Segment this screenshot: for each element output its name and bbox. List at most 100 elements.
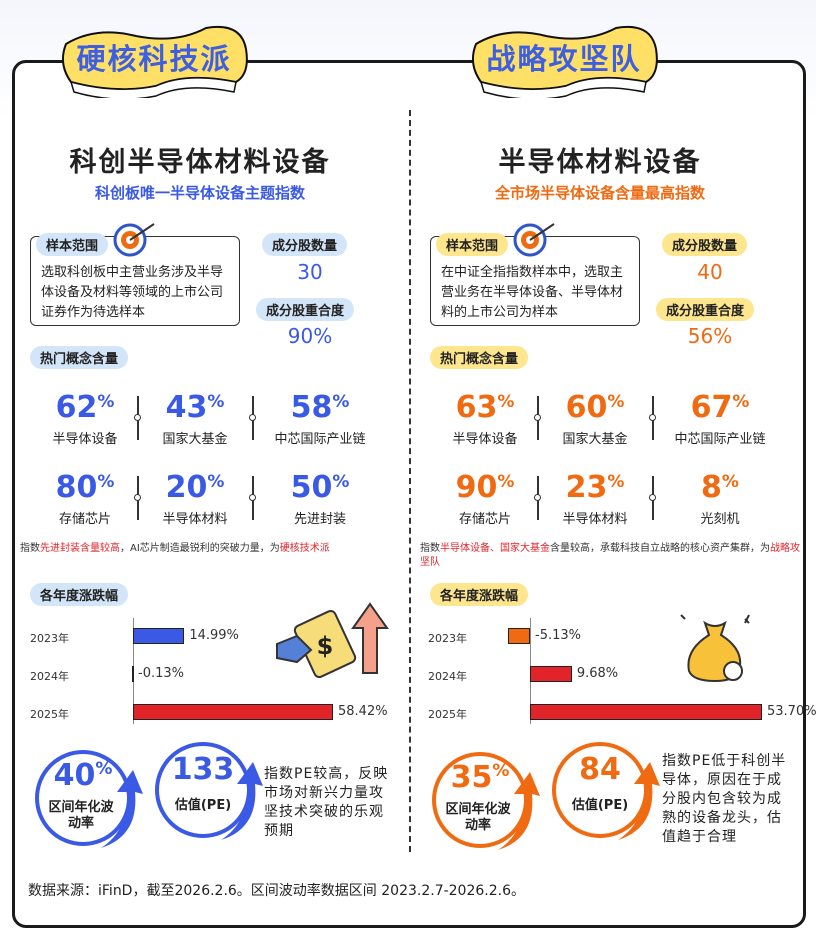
- pe-arrow-icon: [618, 762, 660, 840]
- concept-note: 指数半导体设备、国家大基金含量较高，承载科技自立战略的核心资产集群，为战略攻坚队: [420, 542, 800, 570]
- concept-value: 58%: [290, 390, 350, 425]
- pe-value: 84: [579, 752, 621, 787]
- concept-value: 90%: [455, 470, 515, 505]
- concept-value: 23%: [565, 470, 625, 505]
- return-value: -0.13%: [138, 666, 184, 681]
- panel-left: 科创半导体材料设备 科创板唯一半导体设备主题指数 选取科创板中主营业务涉及半导体…: [0, 0, 400, 942]
- constituent-overlap-label: 成分股重合度: [656, 298, 755, 321]
- separator-dot: [249, 414, 256, 421]
- concept-label: 光刻机: [700, 512, 740, 527]
- hot-concepts-label: 热门概念含量: [30, 346, 129, 369]
- pe-arrow-icon: [221, 762, 263, 840]
- sample-scope-text: 在中证全指指数样本中，选取主营业务在半导体设备、半导体材料的上市公司为样本: [441, 265, 624, 320]
- pe-description: 指数PE低于科创半导体，原因在于成分股内包含较为成熟的设备龙头，估值趋于合理: [662, 753, 787, 845]
- banner-shape-icon: [471, 26, 658, 98]
- index-subtitle: 全市场半导体设备含量最高指数: [494, 184, 705, 202]
- panel-right: 半导体材料设备 全市场半导体设备含量最高指数 在中证全指指数样本中，选取主营业务…: [400, 0, 816, 942]
- return-year: 2024年: [30, 670, 69, 683]
- target-icon: [513, 223, 555, 257]
- return-value: 9.68%: [576, 666, 619, 681]
- note-segment: 半导体设备、国家大基金: [440, 543, 550, 554]
- note-segment: 先进封装含量较高: [40, 543, 120, 554]
- concept-value: 62%: [55, 390, 115, 425]
- index-title: 科创半导体材料设备: [69, 147, 331, 178]
- index-title: 半导体材料设备: [498, 147, 702, 178]
- annual-returns-label: 各年度涨跌幅: [430, 583, 529, 606]
- sample-scope-tag: 样本范围: [436, 233, 509, 256]
- banner-left: 硬核科技派: [56, 14, 252, 98]
- data-source-footer: 数据来源：iFinD，截至2026.2.6。区间波动率数据区间 2023.2.7…: [28, 883, 525, 899]
- constituent-count-label: 成分股数量: [662, 233, 748, 256]
- volatility-value: 35%: [450, 760, 510, 795]
- separator-dot: [249, 494, 256, 501]
- return-value: 53.70%: [767, 704, 816, 719]
- separator-dot: [134, 414, 141, 421]
- banner-shape-icon: [61, 26, 248, 98]
- constituent-count-value: 30: [297, 260, 323, 284]
- volatility-arrow-icon: [101, 770, 143, 848]
- pe-label: 估值(PE): [571, 798, 629, 813]
- note-segment: 含量较高，承载科技自立战略的核心资产集群，为: [550, 543, 770, 554]
- concept-value: 80%: [55, 470, 115, 505]
- concept-value: 63%: [455, 390, 515, 425]
- constituent-overlap-value: 90%: [287, 324, 333, 348]
- concept-value: 8%: [701, 470, 739, 505]
- banner-right: 战略攻坚队: [466, 14, 662, 98]
- return-year: 2023年: [428, 632, 467, 645]
- concept-value: 20%: [165, 470, 225, 505]
- volatility-label: 区间年化波动率: [48, 800, 114, 831]
- hot-concepts-label: 热门概念含量: [430, 346, 529, 369]
- pe-value: 133: [171, 752, 235, 787]
- sample-scope-box: 选取科创板中主营业务涉及半导体设备及材料等领域的上市公司证券作为待选样本: [30, 236, 240, 326]
- note-segment: 指数: [420, 543, 440, 554]
- concept-value: 50%: [290, 470, 350, 505]
- target-icon: [113, 223, 155, 257]
- concept-label: 中芯国际产业链: [674, 432, 766, 447]
- money-bag-icon: [680, 614, 750, 683]
- sample-scope-text: 选取科创板中主营业务涉及半导体设备及材料等领域的上市公司证券作为待选样本: [41, 265, 224, 320]
- banner-title: 硬核科技派: [76, 42, 232, 76]
- constituent-overlap-label: 成分股重合度: [256, 298, 355, 321]
- sample-scope-tag: 样本范围: [36, 233, 109, 256]
- constituent-count-label: 成分股数量: [262, 233, 348, 256]
- return-value: 58.42%: [338, 704, 388, 719]
- return-bar: [530, 704, 762, 720]
- constituent-overlap-value: 56%: [687, 324, 733, 348]
- return-bar: [507, 628, 530, 644]
- return-bar: [530, 666, 572, 682]
- volatility-arrow-icon: [498, 772, 540, 850]
- return-bar: [132, 666, 134, 682]
- return-bar: [133, 628, 185, 644]
- return-year: 2025年: [428, 708, 467, 721]
- return-year: 2025年: [30, 708, 69, 721]
- note-segment: 指数: [20, 543, 40, 554]
- annual-returns-label: 各年度涨跌幅: [30, 583, 129, 606]
- concept-label: 半导体设备: [452, 432, 518, 447]
- column-divider: [409, 110, 411, 852]
- return-bar: [133, 704, 333, 720]
- concept-label: 先进封装: [293, 512, 346, 527]
- svg-text:$: $: [317, 632, 334, 660]
- return-year: 2023年: [30, 632, 69, 645]
- separator-dot: [649, 414, 656, 421]
- index-subtitle: 科创板唯一半导体设备主题指数: [94, 184, 305, 202]
- separator-dot: [649, 494, 656, 501]
- return-year: 2024年: [428, 670, 467, 683]
- concept-label: 存储芯片: [58, 512, 111, 527]
- note-segment: 硬核技术派: [279, 543, 330, 554]
- separator-dot: [534, 494, 541, 501]
- concept-note: 指数先进封装含量较高，AI芯片制造最锐利的突破力量，为硬核技术派: [20, 542, 400, 556]
- separator-dot: [134, 494, 141, 501]
- banner-title: 战略攻坚队: [486, 42, 642, 76]
- concept-value: 43%: [165, 390, 225, 425]
- note-segment: ，AI芯片制造最锐利的突破力量，为: [120, 543, 280, 554]
- concept-value: 67%: [690, 390, 750, 425]
- concept-label: 中芯国际产业链: [274, 432, 366, 447]
- concept-label: 存储芯片: [458, 512, 511, 527]
- sample-scope-box: 在中证全指指数样本中，选取主营业务在半导体设备、半导体材料的上市公司为样本: [430, 236, 640, 326]
- separator-dot: [534, 414, 541, 421]
- return-value: -5.13%: [535, 628, 581, 643]
- return-value: 14.99%: [189, 628, 239, 643]
- concept-label: 半导体材料: [562, 512, 628, 527]
- note-segment: 战略攻坚队: [420, 543, 800, 568]
